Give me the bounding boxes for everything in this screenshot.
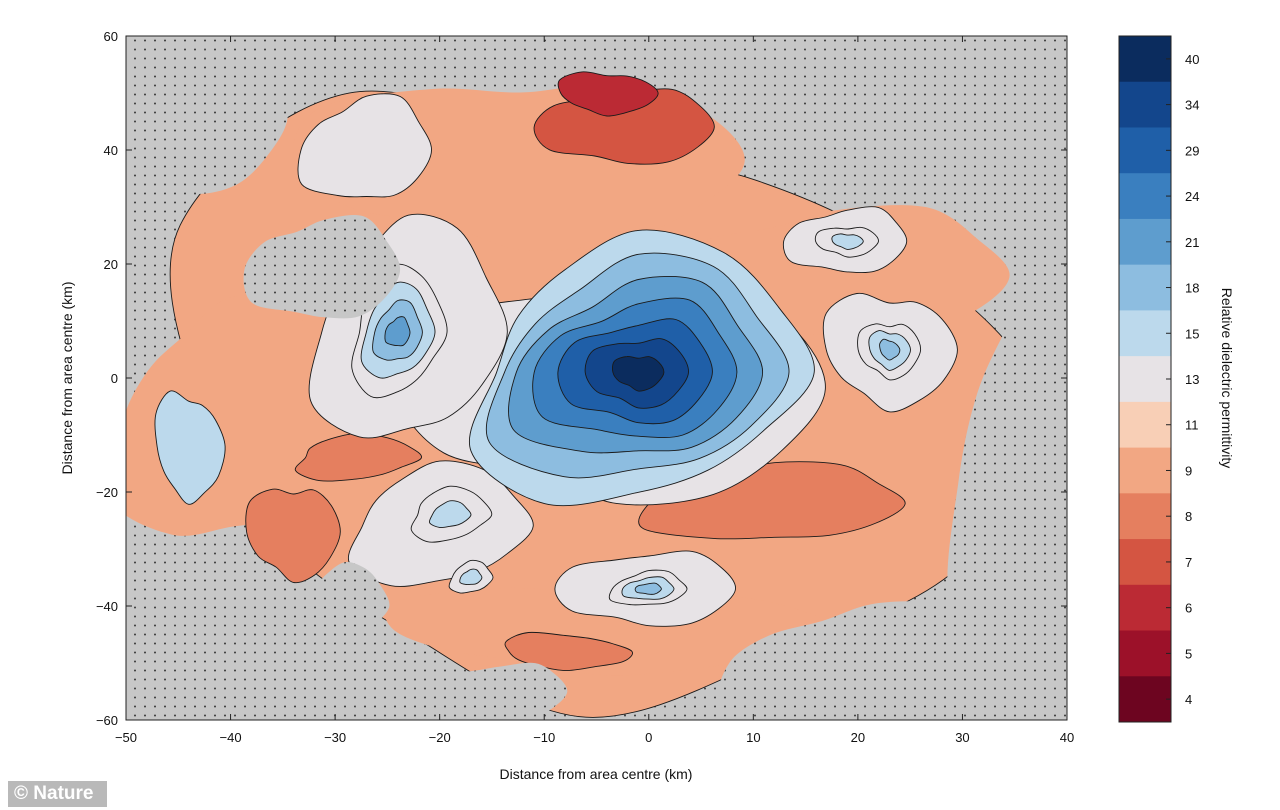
x-tick-label: 20: [851, 730, 865, 745]
nature-credit: © Nature: [8, 781, 108, 807]
colorbar-tick-label: 4: [1185, 692, 1192, 707]
colorbar-swatch: [1119, 81, 1171, 128]
colorbar-tick-label: 18: [1185, 281, 1199, 296]
colorbar-swatch: [1119, 356, 1171, 403]
colorbar-swatch: [1119, 676, 1171, 723]
colorbar-swatch: [1119, 539, 1171, 586]
colorbar-swatch: [1119, 173, 1171, 220]
x-tick-label: 40: [1060, 730, 1074, 745]
y-tick-label: −40: [96, 599, 118, 614]
colorbar-tick-label: 11: [1185, 418, 1199, 433]
colorbar-tick-label: 8: [1185, 509, 1192, 524]
colorbar-swatch: [1119, 447, 1171, 494]
colorbar-swatch: [1119, 401, 1171, 449]
no-data-southwest-dots: [126, 590, 367, 720]
colorbar-tick-label: 6: [1185, 601, 1192, 616]
field-low-south: [504, 631, 633, 672]
no-data-south-dots: [432, 662, 568, 720]
x-tick-label: 0: [645, 730, 652, 745]
field-low-north-core: [557, 71, 659, 117]
x-tick-label: −20: [429, 730, 451, 745]
y-tick-label: −60: [96, 713, 118, 728]
colorbar: 40 34 29 24 21 18 15 13 11 9 8 7 6 5 4: [1118, 35, 1199, 723]
no-data-southeast-dots: [719, 601, 1032, 716]
y-tick-label: 40: [104, 143, 118, 158]
x-tick-label: −40: [220, 730, 242, 745]
y-tick-label: 0: [111, 371, 118, 386]
y-tick-label: −20: [96, 485, 118, 500]
colorbar-tick-label: 9: [1185, 463, 1192, 478]
field-anomaly-southern-level-0: [634, 582, 662, 595]
colorbar-label: Relative dielectric permittivity: [1219, 288, 1235, 469]
x-tick-label: 10: [746, 730, 760, 745]
no-data-southcentral-dots: [304, 562, 390, 648]
field-anomaly-southwest-level-0: [428, 500, 472, 529]
permittivity-field: [126, 36, 1067, 720]
colorbar-swatch: [1119, 127, 1171, 174]
colorbar-swatch: [1119, 264, 1171, 311]
colorbar-swatch: [1119, 493, 1171, 540]
y-axis-label: Distance from area centre (km): [59, 282, 75, 475]
field-anomaly-southcentral-level-0: [459, 568, 483, 586]
colorbar-swatch: [1119, 218, 1171, 266]
colorbar-tick-label: 13: [1185, 372, 1199, 387]
x-axis-label: Distance from area centre (km): [500, 766, 693, 782]
field-anomaly-western-level-0: [384, 316, 411, 347]
colorbar-tick-label: 15: [1185, 326, 1199, 341]
field-anomaly-eastern-level-0: [879, 338, 901, 361]
colorbar-tick-label: 7: [1185, 555, 1192, 570]
colorbar-tick-label: 34: [1185, 98, 1199, 113]
y-tick-label: 60: [104, 29, 118, 44]
colorbar-frame: [1118, 35, 1172, 723]
x-tick-label: −50: [115, 730, 137, 745]
colorbar-tick-label: 29: [1185, 143, 1199, 158]
no-data-east-dots: [947, 276, 1067, 663]
colorbar-swatch: [1119, 310, 1171, 357]
no-data-northwest-dots: [126, 43, 288, 194]
colorbar-swatch: [1119, 36, 1171, 83]
colorbar-tick-label: 24: [1185, 189, 1199, 204]
no-data-northeast-dots: [780, 36, 1067, 178]
y-tick-label: 20: [104, 257, 118, 272]
field-anomaly-northeast-level-0: [831, 233, 864, 250]
x-tick-label: −10: [533, 730, 555, 745]
field-base-south: [384, 587, 834, 676]
x-tick-label: 30: [955, 730, 969, 745]
no-data-west-pocket-dots: [243, 214, 401, 319]
field-anomaly-central-level-0: [611, 355, 665, 392]
axis-ticks: −50 −40 −30 −20 −10 0 10 20 30 40 60 40 20 0 −20 −40 −60: [96, 29, 1074, 745]
field-low-southwest: [245, 488, 341, 584]
colorbar-tick-label: 21: [1185, 235, 1199, 250]
field-low-west: [294, 433, 422, 482]
colorbar-tick-label: 40: [1185, 52, 1199, 67]
x-tick-label: −30: [324, 730, 346, 745]
field-low-north: [533, 88, 715, 165]
colorbar-swatch: [1119, 584, 1171, 632]
colorbar-swatch: [1119, 630, 1171, 677]
colorbar-tick-label: 5: [1185, 646, 1192, 661]
field-pale-westedge: [154, 390, 226, 505]
field-pale-northwest: [297, 93, 432, 198]
